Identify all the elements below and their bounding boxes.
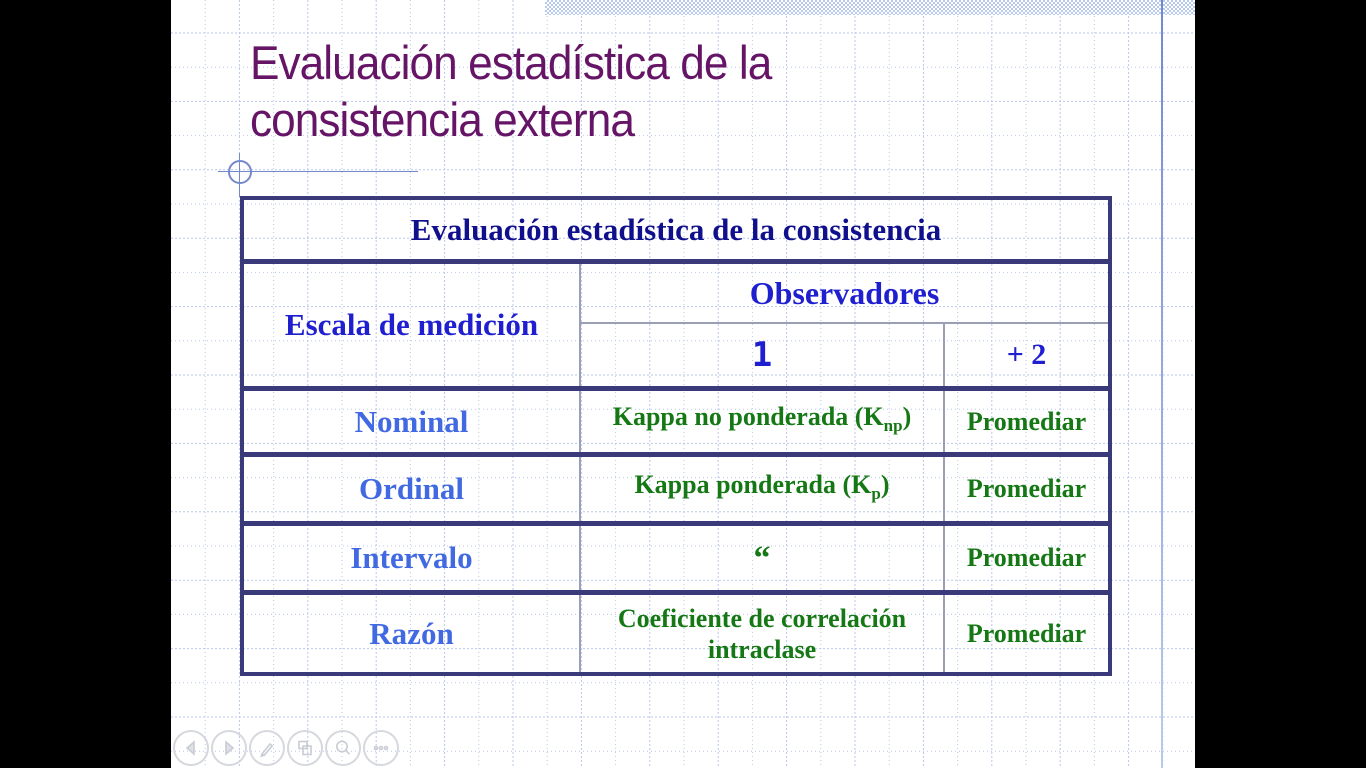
action-nominal: Promediar [942,386,1111,455]
next-slide-button[interactable] [211,730,247,766]
scale-ordinal: Ordinal [242,452,580,524]
letterbox-right [1195,0,1366,768]
next-icon [225,740,235,756]
top-accent-bar [545,0,1195,15]
table-title: Evaluación estadística de la consistenci… [410,211,942,247]
table-row: Ordinal Kappa ponderada (Kp) Promediar [242,452,1111,524]
col-header-observer-1: 1 [579,322,944,389]
table-row: Nominal Kappa no ponderada (Knp) Promedi… [242,386,1111,455]
deco-circle [228,160,252,184]
title-underline [218,171,418,172]
scale-nominal: Nominal [242,386,580,455]
scale-intervalo: Intervalo [242,521,580,593]
zoom-button[interactable] [325,730,361,766]
see-all-slides-icon [298,740,312,756]
scale-razon: Razón [242,590,580,674]
method-close: ) [880,469,890,499]
method-text: Kappa no ponderada (K [612,402,884,432]
method-text: Kappa ponderada (K [634,469,872,499]
previous-slide-button[interactable] [173,730,209,766]
magnifier-icon [336,740,351,755]
action-ordinal: Promediar [942,452,1111,524]
action-intervalo: Promediar [942,521,1111,593]
col-header-observers: Observadores [578,259,1111,323]
previous-icon [185,740,195,756]
ellipsis-icon [373,745,389,751]
table-row: Intervalo “ Promediar [242,521,1111,593]
page-title-line2: consistencia externa [250,93,635,146]
more-options-button[interactable] [363,730,399,766]
method-intervalo: “ [579,521,944,593]
letterbox-left [0,0,171,768]
method-close: ) [902,402,912,432]
method-razon: Coeficiente de correlación intraclase [579,590,944,674]
pen-button[interactable] [249,730,285,766]
consistency-table: Evaluación estadística de la consistenci… [240,196,1113,676]
see-all-slides-button[interactable] [287,730,323,766]
method-ordinal: Kappa ponderada (Kp) [579,452,944,524]
ditto-mark: “ [753,539,771,577]
col-header-observer-2plus: + 2 [942,322,1111,389]
method-subscript: p [871,484,881,504]
right-accent-line [1161,0,1163,768]
col-header-scale: Escala de medición [242,259,580,389]
presenter-nav-bar [173,730,399,766]
method-text: Coeficiente de correlación intraclase [617,603,907,664]
table-row: Razón Coeficiente de correlación intracl… [242,590,1111,674]
action-razon: Promediar [942,590,1111,674]
page-title-line1: Evaluación estadística de la [250,36,772,89]
method-subscript: np [883,416,903,436]
pen-icon [260,742,274,758]
slide-canvas: Evaluación estadística de la consistenci… [171,0,1195,768]
method-nominal: Kappa no ponderada (Knp) [579,386,944,455]
page-title: Evaluación estadística de la consistenci… [250,34,889,148]
